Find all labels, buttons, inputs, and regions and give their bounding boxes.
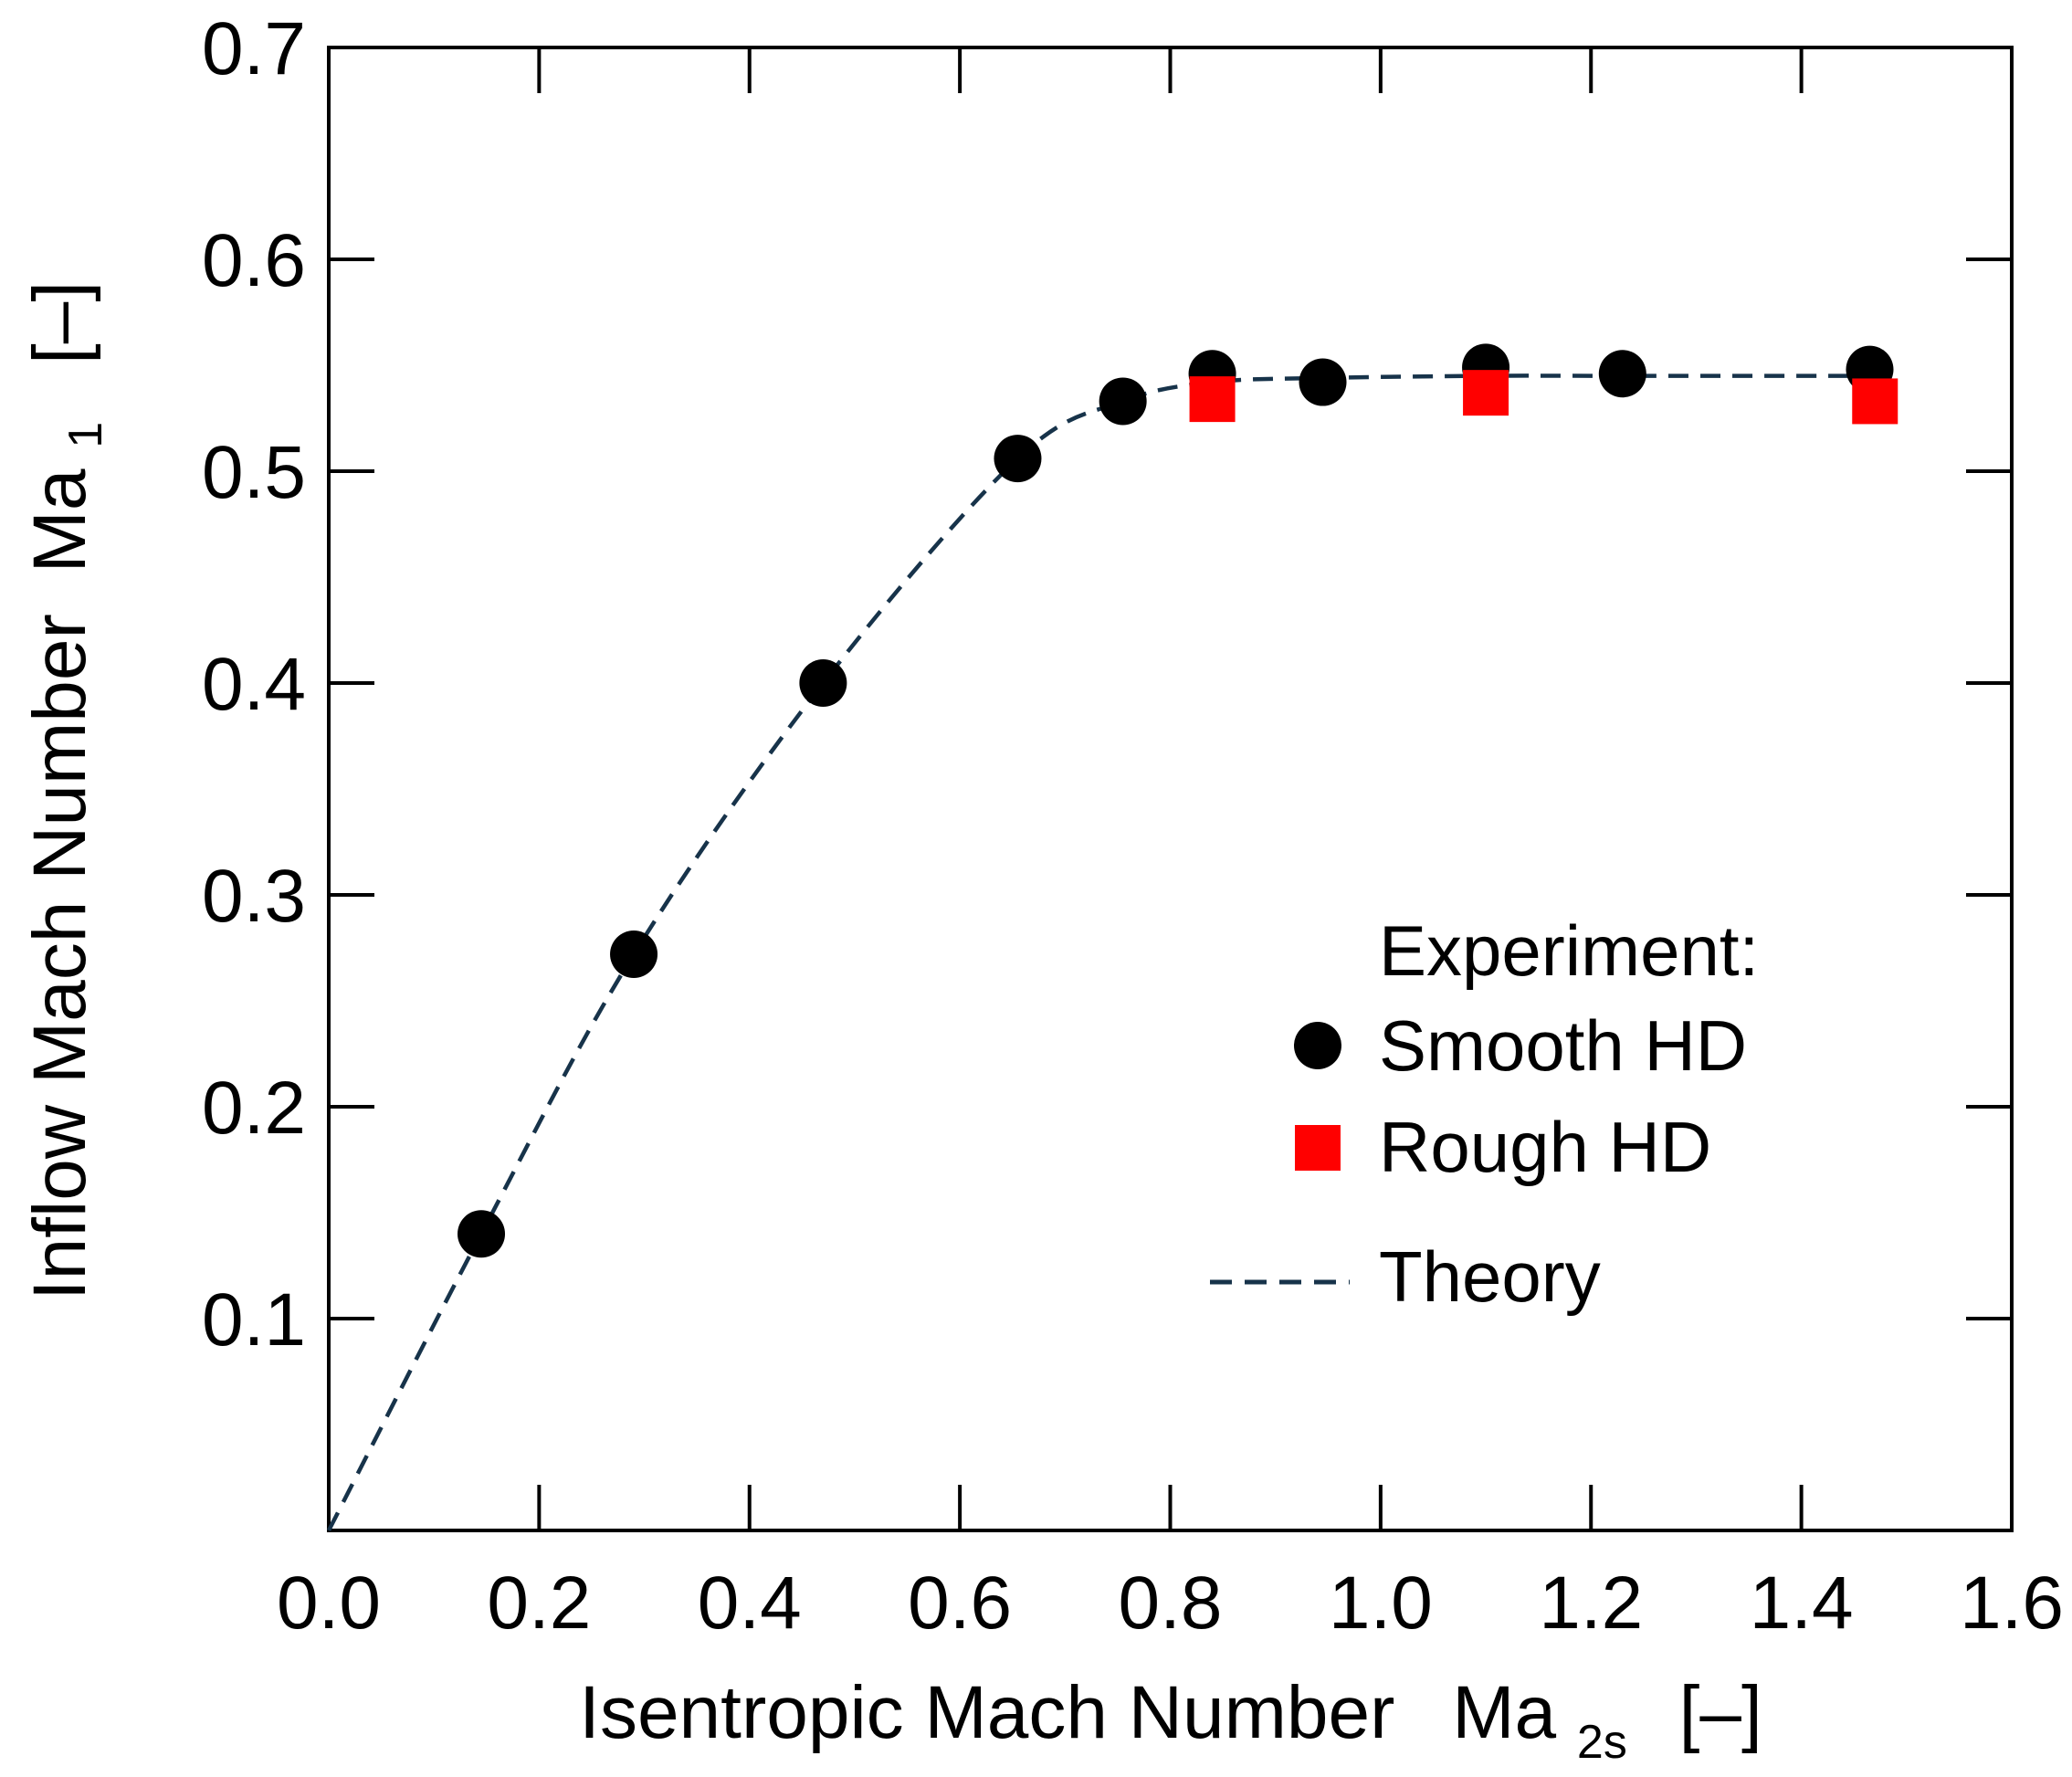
legend: Experiment: Smooth HD Rough HD Theory — [1210, 910, 1759, 1317]
x-tick-label-0: 0.0 — [277, 1561, 381, 1645]
x-tick-label-7: 1.4 — [1750, 1561, 1854, 1645]
rough-hd-point — [1463, 370, 1509, 416]
y-tick-label-6: 0.7 — [202, 7, 306, 90]
x-tick-labels: 0.0 0.2 0.4 0.6 0.8 1.0 1.2 1.4 1.6 — [277, 1561, 2064, 1645]
x-axis-title-text: Isentropic Mach Number — [579, 1671, 1394, 1754]
legend-title: Experiment: — [1379, 910, 1759, 991]
legend-smooth-label: Smooth HD — [1379, 1005, 1747, 1086]
x-axis-title: Isentropic Mach Number Ma 2s [–] — [579, 1671, 1762, 1774]
y-axis-title-symbol: Ma — [18, 468, 101, 573]
smooth-hd-point — [1099, 377, 1147, 426]
smooth-hd-point — [458, 1210, 506, 1258]
x-tick-label-3: 0.6 — [908, 1561, 1012, 1645]
smooth-hd-point — [1299, 358, 1347, 406]
y-axis-title-text: Inflow Mach Number — [18, 614, 101, 1300]
y-tick-label-2: 0.3 — [202, 855, 306, 938]
x-tick-label-1: 0.2 — [487, 1561, 591, 1645]
smooth-hd-point — [610, 930, 658, 978]
legend-theory-label: Theory — [1379, 1236, 1601, 1317]
theory-line — [326, 373, 1876, 1532]
rough-hd-point — [1189, 376, 1236, 423]
legend-smooth-marker — [1294, 1022, 1341, 1069]
tick-marks — [329, 47, 2012, 1530]
legend-rough-marker — [1295, 1125, 1341, 1171]
x-tick-label-8: 1.6 — [1960, 1561, 2064, 1645]
plot-frame — [327, 46, 2014, 1532]
y-axis-title-subscript: 1 — [59, 422, 112, 448]
x-tick-label-5: 1.0 — [1329, 1561, 1433, 1645]
x-tick-label-4: 0.8 — [1119, 1561, 1223, 1645]
y-tick-label-3: 0.4 — [202, 643, 306, 726]
y-axis-title: Inflow Mach Number Ma 1 [–] — [18, 281, 118, 1300]
smooth-hd-point — [799, 659, 847, 707]
x-tick-label-2: 0.4 — [698, 1561, 802, 1645]
x-axis-title-subscript: 2s — [1577, 1716, 1627, 1769]
smooth-hd-point — [994, 435, 1042, 483]
y-tick-label-4: 0.5 — [202, 431, 306, 514]
plot-series — [326, 343, 1898, 1532]
y-axis-title-unit: [–] — [18, 281, 101, 364]
legend-rough-label: Rough HD — [1379, 1107, 1711, 1187]
x-axis-title-unit: [–] — [1679, 1671, 1762, 1754]
y-tick-label-0: 0.1 — [202, 1278, 306, 1362]
rough-hd-point — [1852, 378, 1898, 425]
y-tick-label-1: 0.2 — [202, 1067, 306, 1150]
y-tick-label-5: 0.6 — [202, 219, 306, 302]
x-tick-label-6: 1.2 — [1539, 1561, 1643, 1645]
smooth-hd-point — [1598, 350, 1646, 398]
x-axis-title-symbol: Ma — [1452, 1671, 1556, 1754]
y-tick-labels: 0.1 0.2 0.3 0.4 0.5 0.6 0.7 — [202, 7, 306, 1362]
